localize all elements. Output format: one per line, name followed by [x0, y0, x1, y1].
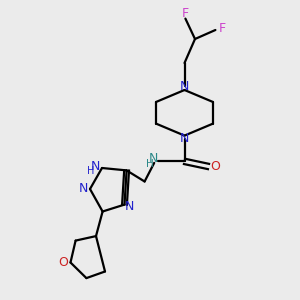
- Text: N: N: [79, 182, 88, 196]
- Text: O: O: [58, 256, 68, 269]
- Text: F: F: [218, 22, 226, 35]
- Text: H: H: [87, 166, 94, 176]
- Text: N: N: [148, 152, 158, 165]
- Text: N: N: [125, 200, 135, 213]
- Text: F: F: [182, 7, 189, 20]
- Text: O: O: [210, 160, 220, 173]
- Text: N: N: [180, 80, 189, 94]
- Text: H: H: [146, 159, 153, 170]
- Text: N: N: [180, 132, 189, 145]
- Text: N: N: [91, 160, 100, 173]
